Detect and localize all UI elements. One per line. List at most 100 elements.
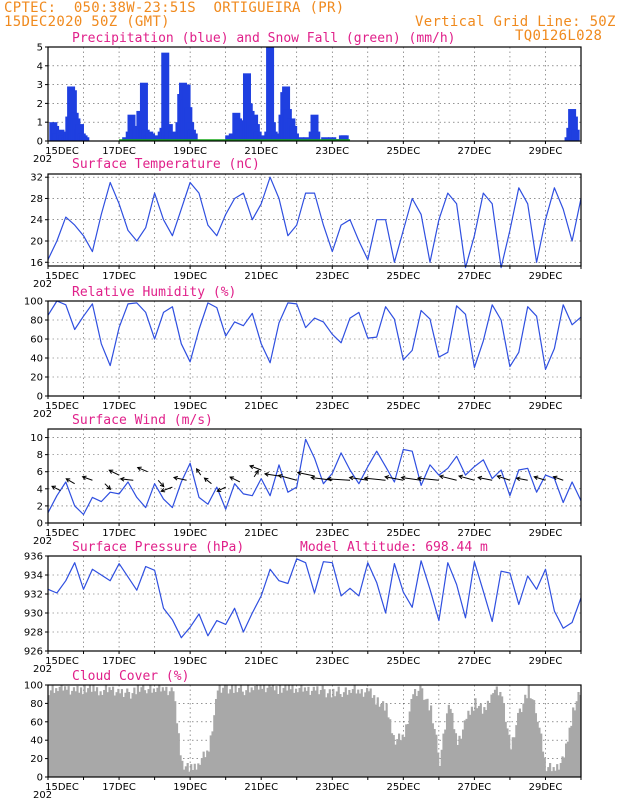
cloud-bar	[428, 710, 431, 777]
cloud-bar	[467, 710, 470, 777]
cloud-bar	[99, 691, 102, 777]
x-tick-label: 19DEC	[173, 271, 207, 282]
cloud-bar	[49, 690, 52, 777]
cloud-bar	[460, 738, 463, 777]
x-tick-label: 21DEC	[244, 271, 278, 282]
y-tick-label: 0	[37, 519, 43, 530]
cloud-bar	[497, 695, 500, 777]
cloud-bar	[135, 694, 138, 777]
x-tick-label: 17DEC	[102, 528, 136, 539]
wind-arrow	[297, 472, 315, 477]
cloud-bar	[351, 689, 354, 777]
wind-arrow-head	[400, 475, 406, 481]
cloud-bar	[406, 724, 410, 777]
cloud-bar	[243, 695, 246, 777]
wind-arrow-head	[496, 474, 502, 480]
panel-6: 0 20 40 60 80 100 15DEC 17DEC 19DEC 21DEC 23DEC 25D…	[24, 669, 582, 800]
wind-arrow-head	[160, 487, 166, 493]
cloud-bar	[273, 690, 276, 777]
cloud-bar	[239, 685, 243, 777]
cloud-bar	[69, 694, 72, 777]
cloud-bar	[170, 687, 173, 777]
cloud-bar	[278, 685, 282, 777]
x-tick-label: 29DEC	[529, 271, 563, 282]
x-tick-label: 21DEC	[244, 782, 278, 793]
cloud-bar	[193, 763, 196, 777]
cloud-bar	[183, 769, 186, 777]
cloud-bar	[181, 760, 184, 777]
series-line	[47, 558, 582, 639]
cloud-bar	[262, 685, 266, 777]
cloud-bar	[305, 690, 308, 777]
series-line	[47, 438, 582, 516]
cloud-bar	[159, 691, 163, 777]
cloud-bar	[133, 687, 136, 777]
cloud-bar	[222, 687, 225, 777]
cloud-bar	[206, 750, 209, 777]
wind-arrow	[229, 476, 241, 483]
cloud-bar	[501, 696, 504, 777]
cloud-bar	[175, 723, 179, 777]
panel-title: Precipitation (blue) and Snow Fall (gree…	[72, 31, 456, 46]
x-tick-label: 29DEC	[529, 782, 563, 793]
wind-arrow	[109, 469, 120, 476]
cloud-bar	[433, 728, 436, 777]
cloud-bar	[419, 685, 422, 777]
precip-bar	[266, 47, 275, 141]
cloud-bar	[252, 690, 255, 777]
x-tick-label: 27DEC	[458, 401, 492, 412]
cloud-bar	[429, 705, 433, 777]
cloud-bar	[67, 686, 70, 777]
x-tick-label: 15DEC	[45, 528, 79, 539]
cloud-bar	[207, 751, 211, 777]
cloud-bar	[156, 687, 159, 777]
cloud-bar	[362, 696, 365, 777]
cloud-bar	[161, 687, 164, 777]
y-tick-label: 6	[37, 467, 43, 478]
cloud-bar	[412, 694, 415, 777]
cloud-bar	[387, 717, 390, 777]
panel-5: 926 928 930 932 934 936 15DEC 17DEC 19DEC 21DEC 23…	[24, 540, 582, 675]
x-tick-label: 19DEC	[173, 528, 207, 539]
cloud-bar	[142, 685, 145, 777]
cloud-bar	[225, 685, 228, 777]
cloud-bar	[325, 697, 328, 777]
cloud-bar	[294, 688, 298, 777]
cloud-bar	[403, 736, 406, 777]
cloud-bar	[527, 685, 530, 777]
cloud-bar	[573, 710, 577, 777]
cloud-bar	[421, 688, 424, 777]
y-tick-label: 8	[37, 450, 43, 461]
cloud-bar	[513, 737, 516, 777]
cloud-bar	[270, 686, 273, 777]
panel-title: Cloud Cover (%)	[72, 669, 189, 684]
cloud-bar	[438, 765, 442, 777]
cloud-bar	[300, 685, 303, 777]
wind-arrow	[534, 476, 546, 481]
panel-3: 0 20 40 60 80 100 15DEC 17DEC 19DEC 21DEC 23DEC 25D…	[24, 285, 582, 420]
cloud-bar	[115, 692, 118, 777]
cloud-bar	[357, 689, 360, 777]
cloud-bar	[202, 751, 205, 777]
y-tick-label: 0	[37, 773, 43, 784]
x-tick-label: 17DEC	[102, 656, 136, 667]
cloud-bar	[413, 689, 417, 777]
cloud-bar	[485, 710, 488, 777]
precip-bar	[127, 114, 136, 141]
cloud-bar	[525, 698, 529, 777]
cloud-bar	[110, 689, 113, 777]
y-tick-label: 0	[37, 392, 43, 403]
wind-arrow-head	[277, 473, 283, 479]
x-tick-label: 17DEC	[102, 401, 136, 412]
cloud-bar	[129, 698, 132, 777]
cloud-bar	[56, 691, 60, 777]
wind-arrow	[51, 485, 61, 491]
x-year-label: 202	[33, 279, 52, 290]
wind-arrow-head	[326, 476, 332, 482]
y-tick-label: 16	[30, 258, 43, 269]
x-tick-label: 23DEC	[315, 401, 349, 412]
panel-title: Relative Humidity (%)	[72, 285, 236, 300]
cloud-bar	[373, 695, 376, 777]
cloud-bar	[95, 687, 99, 777]
y-tick-label: 2	[37, 99, 43, 110]
